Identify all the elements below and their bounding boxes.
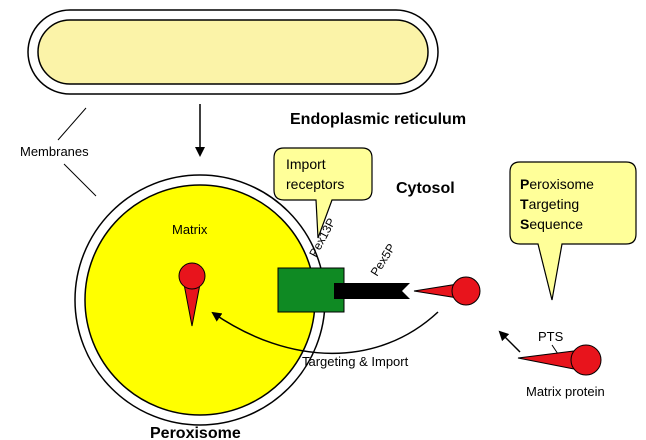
protein-to-receptor-arrow <box>498 330 521 353</box>
er-label: Endoplasmic reticulum <box>290 111 466 128</box>
targeting-import-label: Targeting & Import <box>302 354 409 369</box>
import-receptors-line-2: receptors <box>286 176 344 192</box>
pts-definition-line-1: Peroxisome <box>520 176 594 192</box>
matrix-protein-icon <box>517 344 602 376</box>
pex5p-label: Pex5P <box>368 241 399 278</box>
cytosol-label: Cytosol <box>396 180 455 197</box>
membranes-pointer-er <box>57 107 87 141</box>
import-receptors-callout <box>273 147 373 239</box>
pts-definition-line-2: Targeting <box>520 196 579 212</box>
matrix-label: Matrix <box>172 222 208 237</box>
targeting-import-arrow <box>211 311 439 355</box>
matrix-protein-label: Matrix protein <box>526 384 605 399</box>
pts-label: PTS <box>538 329 564 344</box>
pts-definition-line-3: Sequence <box>520 216 583 232</box>
imported-protein-icon <box>178 262 206 327</box>
peroxisome-label: Peroxisome <box>150 425 241 440</box>
membranes-pointer-peroxisome <box>63 163 97 197</box>
pex13p-receptor <box>277 267 345 313</box>
pex5p-receptor <box>334 283 410 299</box>
import-receptors-line-1: Import <box>286 156 326 172</box>
er-lumen <box>37 19 429 85</box>
pts-definition-callout <box>509 161 637 301</box>
membranes-label: Membranes <box>20 144 89 159</box>
bound-protein-icon <box>413 276 481 306</box>
